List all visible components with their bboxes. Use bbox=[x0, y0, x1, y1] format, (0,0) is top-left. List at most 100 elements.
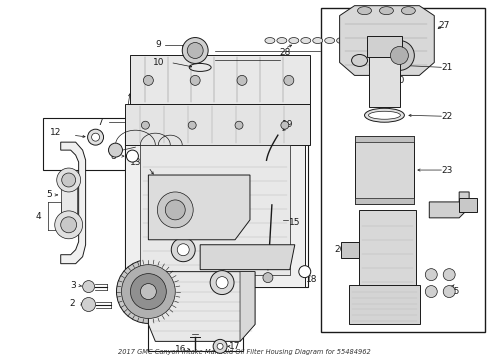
Circle shape bbox=[171, 238, 195, 262]
Bar bbox=[148, 269, 243, 351]
Ellipse shape bbox=[312, 37, 322, 44]
Text: 23: 23 bbox=[441, 166, 452, 175]
Circle shape bbox=[61, 217, 77, 233]
Text: 18: 18 bbox=[305, 275, 317, 284]
Ellipse shape bbox=[368, 111, 400, 119]
Circle shape bbox=[280, 121, 288, 129]
Text: 4: 4 bbox=[36, 212, 41, 221]
Ellipse shape bbox=[357, 7, 371, 15]
Circle shape bbox=[126, 150, 138, 162]
Circle shape bbox=[143, 75, 153, 85]
Text: 28: 28 bbox=[279, 48, 290, 57]
Polygon shape bbox=[340, 242, 358, 258]
Polygon shape bbox=[354, 136, 413, 204]
Circle shape bbox=[61, 173, 76, 187]
Ellipse shape bbox=[364, 108, 404, 122]
Circle shape bbox=[55, 211, 82, 239]
Text: 11: 11 bbox=[239, 278, 250, 287]
Text: 19: 19 bbox=[282, 120, 293, 129]
Circle shape bbox=[141, 121, 149, 129]
Text: 27: 27 bbox=[438, 21, 449, 30]
Text: 7: 7 bbox=[98, 118, 103, 127]
Ellipse shape bbox=[336, 37, 346, 44]
Circle shape bbox=[389, 46, 407, 64]
Bar bbox=[320, 8, 484, 332]
Polygon shape bbox=[368, 58, 400, 107]
Polygon shape bbox=[348, 285, 420, 324]
Text: 13: 13 bbox=[129, 158, 141, 167]
Polygon shape bbox=[61, 180, 77, 225]
Circle shape bbox=[182, 37, 208, 63]
Text: 2017 GMC Canyon Intake Manifold Oil Filter Housing Diagram for 55484962: 2017 GMC Canyon Intake Manifold Oil Filt… bbox=[118, 349, 369, 355]
Circle shape bbox=[217, 343, 223, 349]
Text: 9: 9 bbox=[155, 40, 161, 49]
Polygon shape bbox=[358, 210, 415, 289]
Polygon shape bbox=[148, 272, 254, 341]
Circle shape bbox=[108, 143, 122, 157]
Bar bbox=[125, 135, 307, 287]
Circle shape bbox=[190, 75, 200, 85]
Ellipse shape bbox=[300, 37, 310, 44]
Circle shape bbox=[91, 133, 100, 141]
Circle shape bbox=[213, 339, 226, 353]
Bar bbox=[42, 118, 130, 170]
Polygon shape bbox=[148, 175, 249, 240]
Text: 21: 21 bbox=[441, 63, 452, 72]
Polygon shape bbox=[240, 272, 254, 341]
Ellipse shape bbox=[288, 37, 298, 44]
Text: 16: 16 bbox=[174, 345, 185, 354]
Text: 15: 15 bbox=[288, 218, 300, 227]
Circle shape bbox=[188, 121, 196, 129]
Text: 12: 12 bbox=[50, 128, 61, 137]
Text: 1: 1 bbox=[165, 287, 171, 296]
Circle shape bbox=[187, 42, 203, 58]
Circle shape bbox=[157, 192, 193, 228]
Text: 25: 25 bbox=[447, 287, 459, 296]
Text: 14: 14 bbox=[204, 273, 215, 282]
Circle shape bbox=[82, 280, 94, 293]
Ellipse shape bbox=[401, 7, 414, 15]
Text: 6: 6 bbox=[180, 263, 186, 272]
Ellipse shape bbox=[379, 7, 393, 15]
Circle shape bbox=[81, 298, 95, 311]
Polygon shape bbox=[61, 142, 85, 264]
Ellipse shape bbox=[348, 37, 358, 44]
Circle shape bbox=[165, 200, 185, 220]
Polygon shape bbox=[458, 198, 476, 212]
Circle shape bbox=[121, 265, 175, 319]
Circle shape bbox=[384, 41, 413, 71]
Circle shape bbox=[140, 284, 156, 300]
Text: 26: 26 bbox=[333, 245, 345, 254]
Text: 10: 10 bbox=[152, 58, 164, 67]
Circle shape bbox=[425, 285, 436, 298]
Text: 22: 22 bbox=[441, 112, 452, 121]
Ellipse shape bbox=[324, 37, 334, 44]
Text: 5: 5 bbox=[46, 190, 52, 199]
Circle shape bbox=[442, 285, 454, 298]
Circle shape bbox=[237, 75, 246, 85]
Ellipse shape bbox=[276, 37, 286, 44]
Polygon shape bbox=[140, 145, 289, 275]
Polygon shape bbox=[366, 36, 402, 58]
Circle shape bbox=[57, 168, 81, 192]
Polygon shape bbox=[200, 245, 294, 270]
Circle shape bbox=[210, 271, 234, 294]
Polygon shape bbox=[125, 104, 309, 145]
Circle shape bbox=[442, 269, 454, 280]
Circle shape bbox=[283, 75, 293, 85]
Polygon shape bbox=[130, 55, 309, 104]
Text: 3: 3 bbox=[70, 281, 75, 290]
Polygon shape bbox=[354, 198, 413, 204]
Circle shape bbox=[216, 276, 227, 289]
Circle shape bbox=[87, 129, 103, 145]
Ellipse shape bbox=[351, 54, 367, 67]
Circle shape bbox=[177, 244, 189, 256]
Circle shape bbox=[263, 273, 272, 283]
Text: 2: 2 bbox=[70, 299, 75, 308]
Circle shape bbox=[130, 274, 166, 310]
Polygon shape bbox=[428, 192, 468, 218]
Circle shape bbox=[425, 269, 436, 280]
Text: 24: 24 bbox=[452, 202, 464, 211]
Text: 20: 20 bbox=[393, 76, 404, 85]
Text: 17: 17 bbox=[229, 342, 240, 351]
